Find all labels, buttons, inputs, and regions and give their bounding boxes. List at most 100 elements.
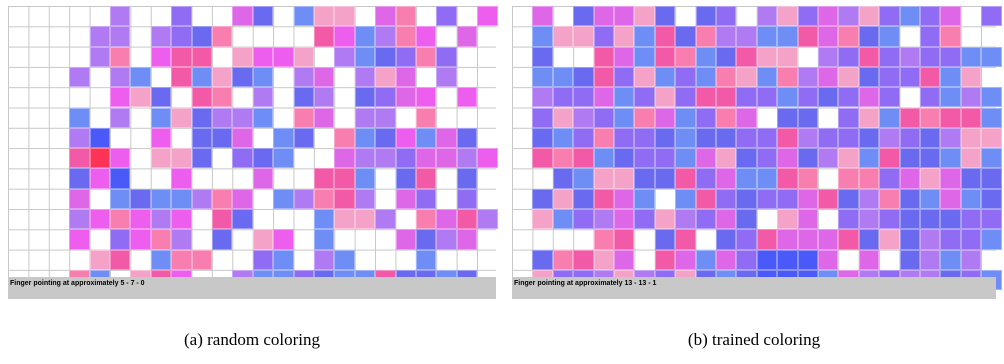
grid-cell: [879, 66, 900, 88]
grid-cell: [818, 249, 839, 270]
grid-cell: [960, 209, 982, 230]
grid-cell: [375, 46, 396, 67]
grid-cell: [593, 6, 614, 27]
grid-cell: [532, 188, 553, 209]
grid-cell: [314, 249, 335, 270]
status-text: Finger pointing at approximately 13 - 13…: [514, 280, 657, 287]
grid-cell: [375, 127, 396, 149]
grid-cell: [756, 87, 778, 108]
grid-cell: [920, 168, 941, 189]
grid-cell: [314, 87, 335, 108]
grid-cell: [110, 148, 131, 169]
grid-cell: [675, 168, 696, 189]
grid-cell: [797, 168, 818, 189]
grid-cell: [675, 249, 696, 270]
grid-cell: [69, 229, 90, 250]
grid-cell: [69, 168, 90, 189]
grid-cell: [899, 209, 920, 230]
grid-cell: [777, 46, 798, 67]
grid-cell: [171, 66, 192, 88]
grid-cell: [416, 209, 437, 230]
grid-cell: [354, 107, 376, 128]
grid-cell: [756, 46, 778, 67]
grid-cell: [171, 26, 192, 47]
grid-cell: [614, 229, 635, 250]
grid-cell: [395, 229, 416, 250]
grid-cell: [416, 168, 437, 189]
grid-cell: [797, 26, 818, 47]
grid-panel-trained: Finger pointing at approximately 13 - 13…: [512, 6, 1002, 299]
grid-cell: [858, 87, 880, 108]
grid-cell: [981, 87, 1002, 108]
grid-cell: [532, 87, 553, 108]
grid-cell: [573, 188, 594, 209]
grid-cell: [436, 66, 457, 88]
color-grid-trained[interactable]: Finger pointing at approximately 13 - 13…: [512, 6, 1002, 299]
grid-cell: [232, 6, 253, 27]
grid-cell: [477, 209, 498, 230]
grid-cell: [797, 66, 818, 88]
caption-trained: (b) trained coloring: [687, 330, 821, 349]
grid-cell: [716, 6, 737, 27]
grid-cell: [334, 46, 355, 67]
grid-cell: [436, 229, 457, 250]
grid-cell: [797, 107, 818, 128]
grid-cell: [777, 107, 798, 128]
grid-cell: [273, 249, 294, 270]
grid-cell: [110, 168, 131, 189]
grid-cell: [777, 6, 798, 27]
grid-cell: [654, 87, 676, 108]
grid-cell: [252, 249, 274, 270]
grid-cell: [191, 46, 212, 67]
grid-cell: [634, 209, 655, 230]
grid-cell: [838, 66, 859, 88]
grid-cell: [920, 188, 941, 209]
grid-cell: [150, 26, 172, 47]
grid-cell: [879, 148, 900, 169]
grid-cell: [593, 107, 614, 128]
grid-cell: [273, 229, 294, 250]
grid-cell: [797, 229, 818, 250]
grid-cell: [293, 107, 314, 128]
grid-cell: [252, 229, 274, 250]
grid-cell: [69, 127, 90, 149]
grid-cell: [314, 66, 335, 88]
grid-cell: [171, 249, 192, 270]
grid-cell: [838, 87, 859, 108]
grid-cell: [89, 148, 110, 169]
grid-cell: [756, 148, 778, 169]
grid-cell: [354, 87, 376, 108]
status-bar: Finger pointing at approximately 5 - 7 -…: [8, 277, 496, 299]
grid-cell: [552, 87, 574, 108]
grid-cell: [416, 148, 437, 169]
grid-cell: [777, 229, 798, 250]
grid-cell: [191, 107, 212, 128]
grid-cell: [940, 87, 961, 108]
grid-cell: [614, 209, 635, 230]
grid-cell: [716, 26, 737, 47]
grid-cell: [293, 127, 314, 149]
grid-cell: [920, 87, 941, 108]
grid-cell: [150, 107, 172, 128]
grid-cell: [695, 249, 716, 270]
grid-cell: [858, 148, 880, 169]
grid-cell: [960, 66, 982, 88]
grid-cell: [920, 26, 941, 47]
grid-cell: [675, 229, 696, 250]
grid-cell: [354, 127, 376, 149]
grid-cell: [899, 6, 920, 27]
grid-cell: [532, 46, 553, 67]
grid-cell: [532, 148, 553, 169]
grid-cell: [695, 6, 716, 27]
color-grid-random[interactable]: Finger pointing at approximately 5 - 7 -…: [8, 6, 498, 299]
grid-cell: [273, 148, 294, 169]
grid-cell: [654, 6, 676, 27]
grid-cell: [981, 6, 1002, 27]
grid-cell: [920, 66, 941, 88]
grid-cell: [981, 127, 1002, 149]
grid-cell: [879, 229, 900, 250]
grid-cell: [171, 6, 192, 27]
grid-cell: [375, 6, 396, 27]
grid-cell: [716, 148, 737, 169]
grid-cell: [552, 209, 574, 230]
